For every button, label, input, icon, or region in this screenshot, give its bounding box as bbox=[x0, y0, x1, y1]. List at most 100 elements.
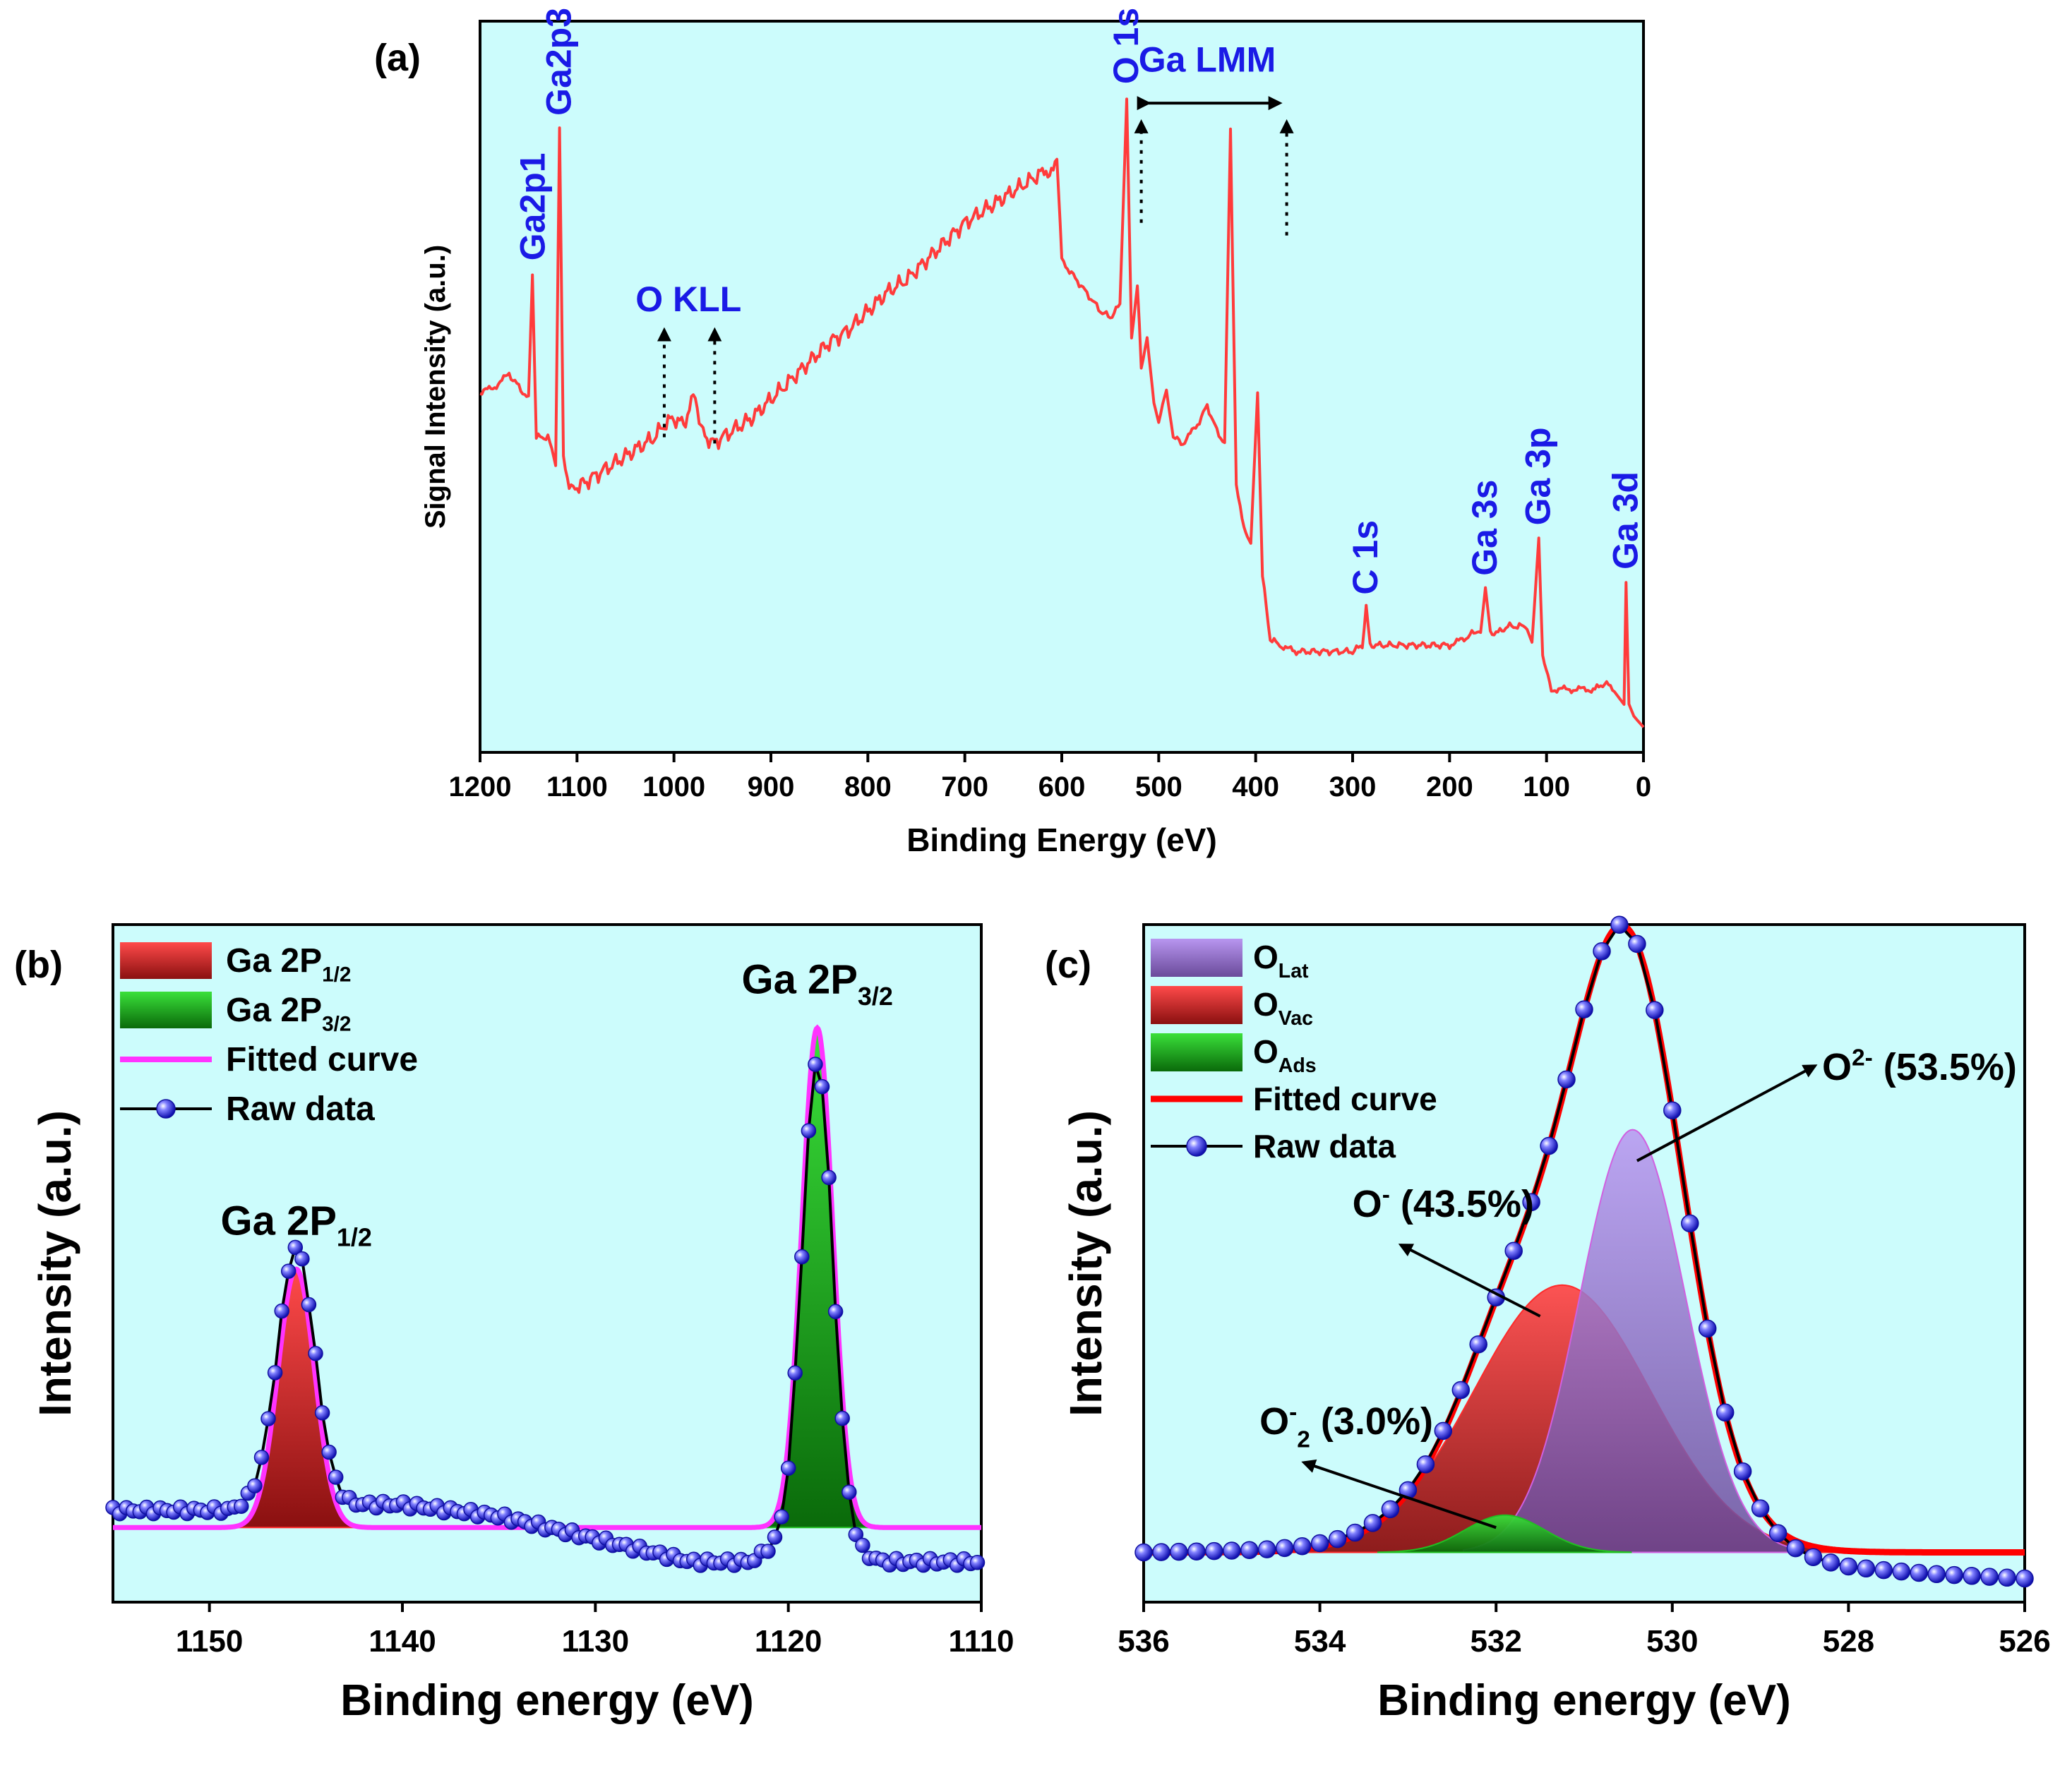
c-raw-data-point bbox=[1328, 1529, 1347, 1549]
c-raw-data-point bbox=[1945, 1565, 1963, 1584]
b-legend-label: Ga 2P1/2 bbox=[226, 942, 351, 986]
b-raw-data-point bbox=[827, 1304, 844, 1320]
c-percent-label: O2- (53.5%) bbox=[1822, 1045, 2017, 1089]
b-peak-annotation: Ga 2P1/2 bbox=[220, 1198, 371, 1251]
a-annotation: O KLL bbox=[635, 279, 741, 319]
c-raw-data-point bbox=[1170, 1542, 1188, 1561]
a-peak-label: Ga 3d bbox=[1605, 471, 1645, 570]
c-raw-data-point bbox=[1134, 1543, 1153, 1562]
c-raw-data-point bbox=[1681, 1214, 1699, 1233]
a-panel-label: (a) bbox=[374, 37, 421, 79]
b-x-tick-label: 1120 bbox=[755, 1624, 822, 1659]
c-legend-swatch bbox=[1151, 986, 1242, 1024]
c-raw-data-point bbox=[1663, 1101, 1682, 1119]
panel-a: 1200 1100 1000 900 800 700 600 500 400 300 200 100 0… bbox=[374, 8, 1651, 858]
b-raw-data-point bbox=[760, 1544, 776, 1559]
b-raw-data-point bbox=[794, 1249, 810, 1265]
c-x-tick-label: 532 bbox=[1470, 1624, 1521, 1659]
c-legend-label-base: O bbox=[1253, 986, 1278, 1023]
c-raw-data-point bbox=[1980, 1568, 1999, 1586]
panel-c: 536 534 532 530 528 526 Binding energy (eV) Int… bbox=[1045, 915, 2051, 1725]
c-panel-label: (c) bbox=[1045, 944, 1091, 986]
c-legend-label-sub: Lat bbox=[1278, 960, 1309, 982]
c-raw-data-point bbox=[1223, 1541, 1241, 1560]
a-annotation: Ga LMM bbox=[1139, 40, 1276, 79]
b-legend-swatch bbox=[120, 942, 212, 979]
b-x-axis-title: Binding energy (eV) bbox=[340, 1676, 754, 1725]
c-x-tick-label: 530 bbox=[1646, 1624, 1698, 1659]
c-raw-data-point bbox=[1593, 942, 1611, 961]
c-raw-data-point bbox=[1927, 1565, 1946, 1584]
b-raw-data-point bbox=[780, 1460, 796, 1476]
b-raw-data-point bbox=[247, 1478, 263, 1493]
c-legend-label: Raw data bbox=[1253, 1128, 1396, 1165]
c-legend-label-base: Raw data bbox=[1253, 1128, 1396, 1165]
a-x-tick-label: 300 bbox=[1329, 771, 1377, 802]
c-raw-data-point bbox=[1698, 1319, 1717, 1338]
c-raw-data-point bbox=[1310, 1534, 1329, 1553]
c-raw-data-point bbox=[1275, 1539, 1294, 1558]
b-raw-data-point bbox=[308, 1345, 323, 1361]
a-survey-series-line bbox=[479, 97, 1645, 728]
c-raw-data-point bbox=[1575, 1000, 1593, 1018]
c-raw-data-point bbox=[1205, 1541, 1223, 1561]
c-raw-data-point bbox=[1363, 1514, 1382, 1532]
panel-b: 1150 1140 1130 1120 1110 Binding energy (eV) I… bbox=[14, 923, 1014, 1725]
c-percent-label-extra: (3.0%) bbox=[1310, 1400, 1433, 1443]
c-raw-data-point bbox=[1557, 1070, 1576, 1089]
b-panel-label: (b) bbox=[14, 944, 63, 986]
c-raw-data-point bbox=[1540, 1136, 1558, 1155]
c-raw-data-point bbox=[1346, 1523, 1365, 1542]
c-legend-label-base: Fitted curve bbox=[1253, 1081, 1437, 1117]
b-raw-data-point bbox=[787, 1365, 803, 1381]
c-percent-label-base: O bbox=[1353, 1183, 1382, 1225]
b-x-tick-label: 1130 bbox=[562, 1624, 629, 1659]
c-component-fill bbox=[1463, 1129, 1804, 1553]
c-raw-data-point bbox=[1646, 1001, 1664, 1019]
c-x-axis-title: Binding energy (eV) bbox=[1377, 1676, 1791, 1725]
b-legend-label: Fitted curve bbox=[226, 1041, 418, 1078]
c-raw-data-point bbox=[1733, 1462, 1752, 1481]
b-legend-label-sub: 3/2 bbox=[322, 1012, 351, 1035]
b-raw-data-point bbox=[848, 1527, 864, 1542]
a-x-tick-label: 500 bbox=[1135, 771, 1182, 802]
b-raw-data-point bbox=[274, 1303, 289, 1319]
b-raw-data-point bbox=[267, 1365, 283, 1381]
c-raw-data-point bbox=[1381, 1500, 1400, 1519]
a-plot-area bbox=[479, 20, 1645, 754]
b-peak-annotation-base: Ga 2P bbox=[220, 1198, 336, 1244]
b-raw-data-point bbox=[842, 1484, 857, 1500]
c-raw-data-point bbox=[1628, 934, 1646, 954]
c-raw-data-point bbox=[1910, 1563, 1928, 1582]
b-raw-data-point bbox=[280, 1263, 297, 1279]
b-raw-data-point bbox=[253, 1450, 270, 1465]
c-raw-data-point bbox=[1504, 1241, 1523, 1261]
a-peak-label: Ga2p3 bbox=[539, 8, 579, 116]
a-x-axis-title: Binding Energy (eV) bbox=[906, 822, 1217, 858]
c-legend-label: Fitted curve bbox=[1253, 1081, 1437, 1117]
c-raw-data-point bbox=[1804, 1548, 1823, 1566]
a-y-axis-title: Signal Intensity (a.u.) bbox=[420, 245, 451, 529]
c-raw-data-point bbox=[1152, 1543, 1170, 1561]
c-raw-data-point bbox=[1610, 915, 1629, 934]
a-peak-label: Ga2p1 bbox=[513, 152, 553, 260]
c-legend-label: OVac bbox=[1253, 986, 1313, 1030]
c-raw-data-point bbox=[1469, 1335, 1487, 1354]
c-raw-data-point bbox=[1857, 1559, 1876, 1578]
b-legend-label: Ga 2P3/2 bbox=[226, 992, 351, 1035]
c-raw-data-point bbox=[1963, 1567, 1981, 1585]
a-x-tick-label: 400 bbox=[1232, 771, 1279, 802]
c-raw-data-point bbox=[1293, 1537, 1312, 1556]
c-percent-label-sup: - bbox=[1289, 1400, 1297, 1426]
a-x-tick-label: 1100 bbox=[546, 771, 608, 802]
c-percent-label-sup: - bbox=[1382, 1181, 1390, 1208]
c-percent-label: O-2 (3.0%) bbox=[1259, 1400, 1433, 1453]
b-legend-label-base: Fitted curve bbox=[226, 1041, 418, 1078]
c-x-tick-label: 528 bbox=[1823, 1624, 1874, 1659]
c-raw-data-point bbox=[1874, 1561, 1893, 1580]
b-raw-data-point bbox=[287, 1239, 304, 1256]
c-raw-data-point bbox=[1434, 1421, 1453, 1441]
c-component-fill bbox=[1377, 1514, 1632, 1553]
b-raw-data-point bbox=[314, 1405, 330, 1421]
